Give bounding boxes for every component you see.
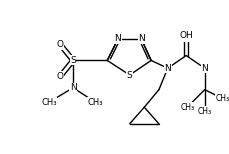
Text: N: N: [114, 34, 121, 43]
Text: S: S: [70, 56, 76, 65]
Text: O: O: [183, 32, 190, 42]
Text: CH₃: CH₃: [215, 94, 229, 103]
Text: N: N: [164, 64, 171, 73]
Text: N: N: [70, 83, 76, 92]
Text: N: N: [201, 64, 208, 73]
Text: CH₃: CH₃: [180, 103, 194, 112]
Text: O: O: [57, 40, 64, 49]
Text: CH₃: CH₃: [88, 98, 103, 107]
Text: CH₃: CH₃: [41, 98, 57, 107]
Text: S: S: [127, 71, 133, 80]
Text: O: O: [57, 71, 64, 81]
Text: CH₃: CH₃: [198, 107, 212, 116]
Text: N: N: [138, 34, 145, 43]
Text: OH: OH: [179, 31, 193, 40]
